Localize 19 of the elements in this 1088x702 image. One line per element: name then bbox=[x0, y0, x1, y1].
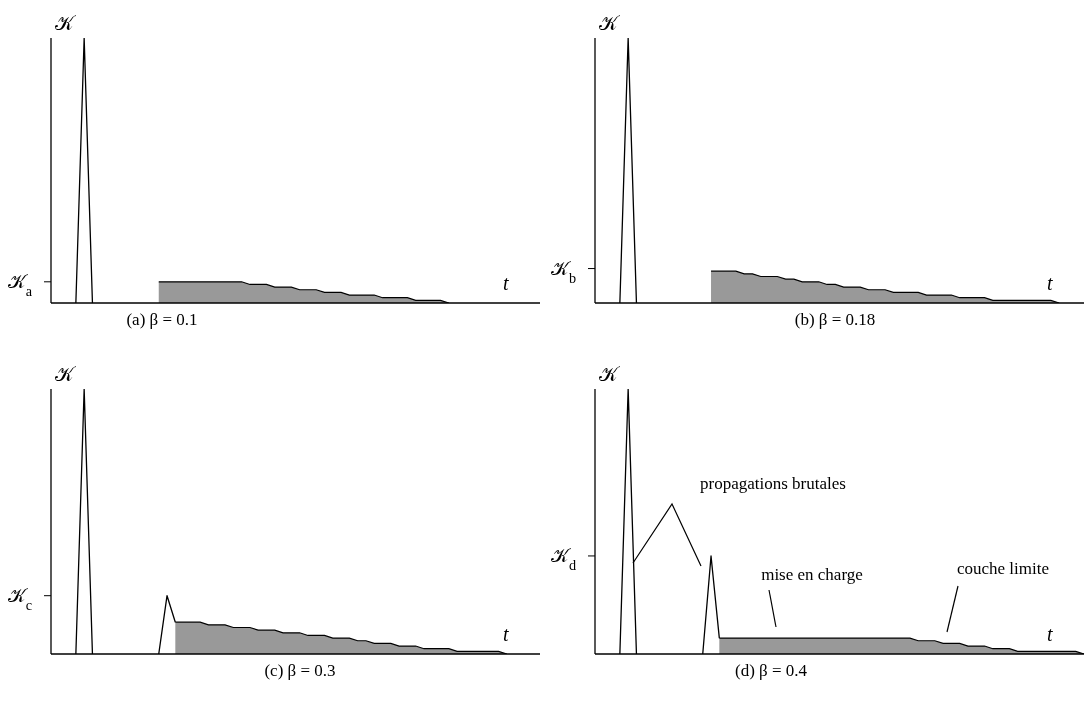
ref-line-label: 𝒦$_{d}$ bbox=[550, 544, 576, 573]
text: (d) β = 0.4 bbox=[733, 660, 809, 682]
ref-line-label: 𝒦$_{b}$ bbox=[550, 257, 576, 286]
ref-line-label: 𝒦$_{c}$ bbox=[7, 584, 32, 613]
x-axis-title: t bbox=[503, 272, 509, 294]
y-axis-title: 𝒦 bbox=[54, 12, 76, 34]
annotation: propagations brutales bbox=[699, 473, 847, 495]
x-axis-title: t bbox=[1047, 623, 1053, 645]
y-axis-title: 𝒦 bbox=[598, 12, 620, 34]
annotation: couche limite bbox=[955, 558, 1051, 580]
text: (b) β = 0.18 bbox=[793, 309, 877, 331]
y-axis-title: 𝒦 bbox=[54, 363, 76, 385]
text: (a) β = 0.1 bbox=[125, 309, 199, 331]
x-axis-title: t bbox=[503, 623, 509, 645]
text: (c) β = 0.3 bbox=[263, 660, 337, 682]
annotation: mise en charge bbox=[760, 564, 864, 586]
ref-line-label: 𝒦$_{a}$ bbox=[7, 270, 33, 299]
x-axis-title: t bbox=[1047, 272, 1053, 294]
y-axis-title: 𝒦 bbox=[598, 363, 620, 385]
